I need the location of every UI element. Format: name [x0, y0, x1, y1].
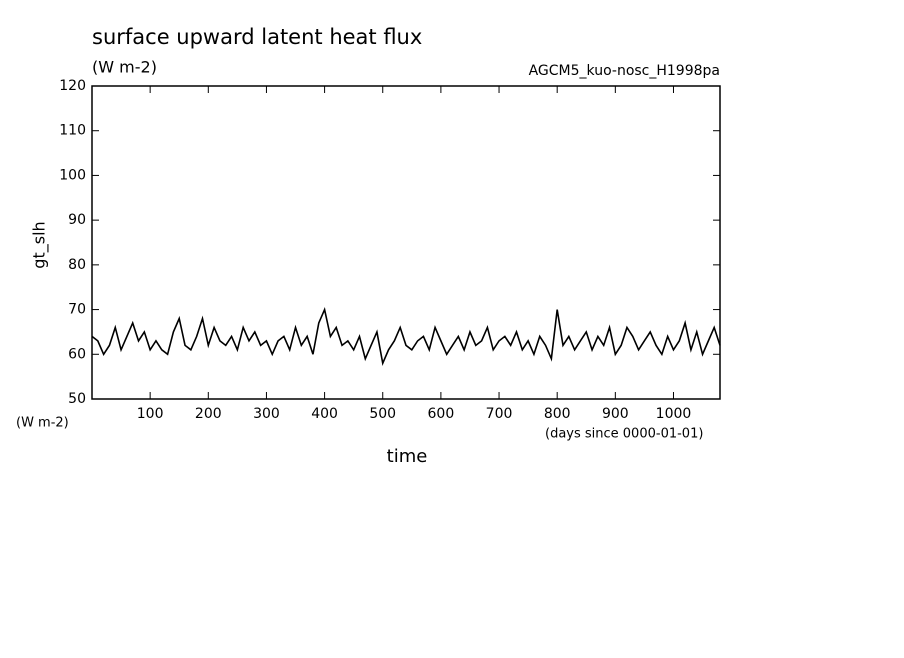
x-tick-label: 600 — [428, 406, 455, 422]
x-tick-label: 800 — [544, 406, 571, 422]
data-line — [91, 306, 721, 366]
chart-subtitle: (W m-2) — [92, 58, 157, 77]
annotation: AGCM5_kuo-nosc_H1998pa — [529, 63, 720, 79]
y-axis-label: gt_slh — [30, 221, 50, 268]
x-axis-label: time — [387, 446, 428, 467]
x-axis-unit: (days since 0000-01-01) — [545, 427, 703, 442]
x-tick-label: 500 — [369, 406, 396, 422]
x-tick-label: 1000 — [656, 406, 692, 422]
x-tick-label: 300 — [253, 406, 280, 422]
plot-frame — [91, 85, 721, 400]
y-axis-unit: (W m-2) — [16, 416, 69, 431]
y-tick-label: 110 — [59, 123, 86, 139]
x-tick-label: 100 — [137, 406, 164, 422]
x-tick-label: 400 — [311, 406, 338, 422]
y-tick-label: 70 — [68, 302, 86, 318]
x-tick-label: 900 — [602, 406, 629, 422]
y-tick-label: 90 — [68, 212, 86, 228]
y-tick-label: 50 — [68, 391, 86, 407]
y-tick-label: 80 — [68, 257, 86, 273]
chart-title: surface upward latent heat flux — [92, 25, 422, 49]
y-tick-label: 60 — [68, 346, 86, 362]
y-tick-label: 100 — [59, 167, 86, 183]
x-tick-label: 700 — [486, 406, 513, 422]
y-tick-label: 120 — [59, 78, 86, 94]
x-tick-label: 200 — [195, 406, 222, 422]
